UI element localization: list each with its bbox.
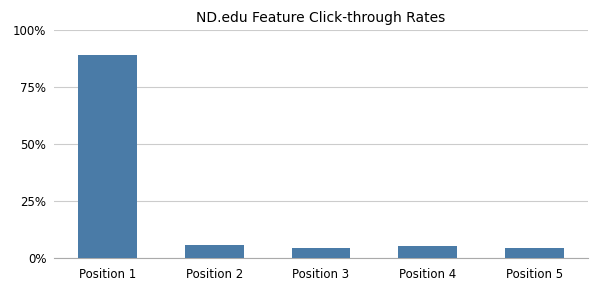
Bar [505,248,564,258]
Bar [185,245,244,258]
Title: ND.edu Feature Click-through Rates: ND.edu Feature Click-through Rates [196,11,446,25]
Bar [292,248,350,258]
Bar [398,246,457,258]
Bar [78,55,137,258]
